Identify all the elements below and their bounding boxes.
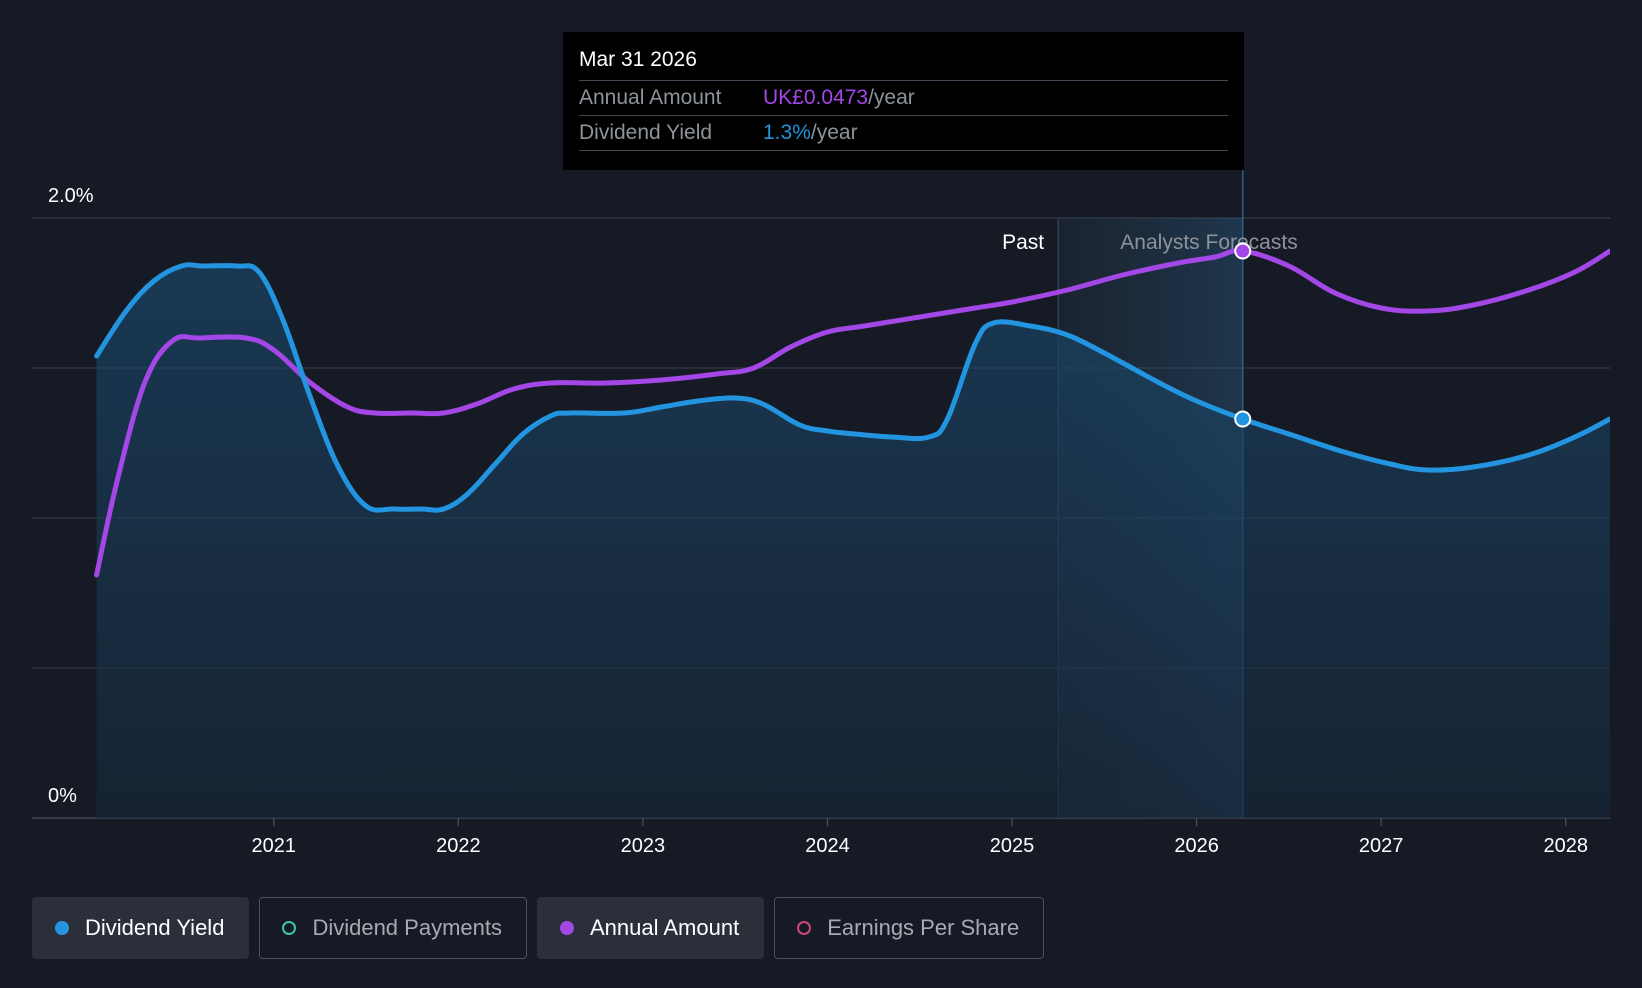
- x-tick-label: 2026: [1174, 835, 1219, 857]
- annual-amount-line: [94, 248, 1610, 578]
- highlight-markers: [1234, 242, 1252, 428]
- forecast-label: Analysts Forecasts: [1120, 231, 1297, 254]
- x-tick-label: 2022: [436, 835, 481, 857]
- dividend-yield-marker: [1234, 410, 1252, 428]
- x-tick-label: 2027: [1359, 835, 1404, 857]
- legend-item-dividend-yield[interactable]: Dividend Yield: [32, 897, 250, 959]
- tooltip-label: Dividend Yield: [579, 121, 713, 144]
- y-axis: 0% 2.0%: [48, 185, 94, 807]
- legend-label: Earnings Per Share: [827, 915, 1020, 940]
- y-tick-label: 2.0%: [48, 185, 94, 207]
- legend-dot-icon: [55, 921, 69, 935]
- legend-item-dividend-payments[interactable]: Dividend Payments: [259, 897, 527, 959]
- x-tick-label: 2023: [621, 835, 666, 857]
- y-tick-label: 0%: [48, 785, 77, 807]
- x-tick-label: 2021: [252, 835, 297, 857]
- dividend-yield-line: [94, 262, 1610, 513]
- tooltip-label: Annual Amount: [579, 86, 722, 109]
- legend-item-annual-amount[interactable]: Annual Amount: [536, 897, 765, 959]
- series-lines: [94, 248, 1610, 578]
- x-axis: 2021 2022 2023 2024 2025 2026 2027 2028: [252, 818, 1588, 857]
- tooltip-date: Mar 31 2026: [579, 46, 1228, 81]
- legend-label: Dividend Payments: [312, 915, 502, 940]
- legend-dot-icon: [282, 921, 297, 935]
- tooltip-value: UK£0.0473: [763, 86, 869, 109]
- tooltip-unit: /year: [810, 121, 858, 144]
- tooltip: Mar 31 2026 Annual Amount UK£0.0473 /yea…: [563, 32, 1244, 170]
- past-label: Past: [1002, 231, 1044, 254]
- legend-label: Dividend Yield: [85, 915, 225, 940]
- tooltip-row-annual-amount: Annual Amount UK£0.0473 /year: [579, 81, 1228, 116]
- tooltip-row-dividend-yield: Dividend Yield 1.3% /year: [579, 116, 1228, 151]
- legend: Dividend Yield Dividend Payments Annual …: [32, 897, 1045, 961]
- annual-amount-marker: [1234, 242, 1252, 260]
- legend-label: Annual Amount: [589, 915, 740, 940]
- x-tick-label: 2024: [805, 835, 850, 857]
- legend-dot-icon: [559, 921, 574, 935]
- dividend-chart: Past Analysts Forecasts 2021 2022 2023 2024 2…: [32, 160, 1610, 857]
- legend-item-earnings-per-share[interactable]: Earnings Per Share: [774, 897, 1045, 959]
- tooltip-value: 1.3%: [763, 121, 811, 144]
- x-tick-label: 2028: [1543, 835, 1588, 857]
- legend-dot-icon: [797, 921, 812, 935]
- x-tick-label: 2025: [990, 835, 1035, 857]
- series-areas: [96, 264, 1610, 818]
- dividend-yield-area: [96, 264, 1610, 818]
- tooltip-unit: /year: [868, 86, 915, 109]
